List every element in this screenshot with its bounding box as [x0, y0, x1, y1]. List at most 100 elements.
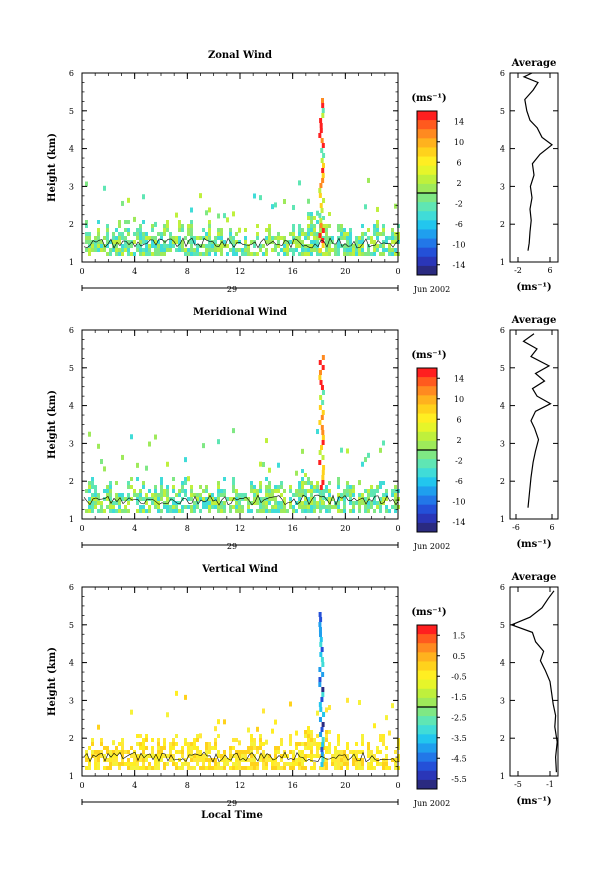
heatmap-cell	[217, 248, 220, 252]
x-tick-label: 20	[340, 781, 350, 790]
heatmap-cell	[223, 750, 226, 754]
heatmap-cell	[352, 252, 355, 256]
heatmap-cell	[202, 766, 205, 770]
heatmap-cell	[379, 750, 382, 754]
heatmap-cell	[295, 762, 298, 766]
heatmap-cell	[160, 485, 163, 489]
heatmap-cell	[292, 750, 295, 754]
heatmap-cell	[91, 742, 94, 746]
heatmap-cell	[379, 497, 382, 501]
heatmap-cell	[318, 450, 322, 455]
heatmap-cell	[139, 505, 142, 509]
heatmap-cell	[373, 240, 376, 244]
heatmap-cell	[295, 730, 298, 736]
heatmap-cell	[166, 493, 169, 497]
heatmap-cell	[190, 252, 193, 256]
heatmap-cell	[268, 467, 271, 473]
heatmap-cell	[325, 766, 328, 770]
average-y-tick-label: 4	[500, 402, 505, 411]
colorbar-swatch	[417, 404, 437, 414]
heatmap-cell	[145, 734, 148, 738]
heatmap-cell	[238, 766, 241, 770]
heatmap-cell	[256, 252, 259, 256]
colorbar-swatch	[417, 752, 437, 763]
heatmap-cell	[139, 509, 142, 513]
heatmap-cell	[241, 754, 244, 758]
heatmap-cell	[271, 204, 274, 210]
heatmap-cell	[235, 738, 238, 742]
heatmap-cell	[196, 497, 199, 501]
heatmap-cell	[320, 208, 324, 213]
heatmap-cell	[115, 252, 118, 256]
x-tick-label: 12	[235, 781, 245, 790]
heatmap-cell	[109, 762, 112, 766]
heatmap-cell	[320, 752, 324, 757]
heatmap-cell	[124, 497, 127, 501]
heatmap-cell	[322, 224, 325, 228]
heatmap-cell	[166, 754, 169, 758]
heatmap-cell	[295, 493, 298, 497]
heatmap-cell	[190, 766, 193, 770]
heatmap-cell	[244, 750, 247, 754]
heatmap-cell	[250, 738, 253, 742]
heatmap-cell	[199, 485, 202, 489]
heatmap-cell	[382, 766, 385, 770]
heatmap-cell	[382, 734, 385, 738]
heatmap-cell	[373, 228, 376, 232]
heatmap-cell	[376, 244, 379, 248]
heatmap-cell	[205, 232, 208, 236]
heatmap-cell	[376, 750, 379, 754]
heatmap-cell	[196, 754, 199, 758]
heatmap-cell	[139, 746, 142, 750]
heatmap-cell	[190, 509, 193, 513]
heatmap-cell	[100, 244, 103, 248]
day-label: 29	[227, 542, 237, 551]
heatmap-cell	[187, 248, 190, 252]
heatmap-cell	[337, 481, 340, 485]
heatmap-cell	[100, 501, 103, 505]
heatmap-cell	[313, 240, 316, 244]
heatmap-cell	[214, 505, 217, 509]
heatmap-cell	[190, 750, 193, 754]
heatmap-cell	[318, 612, 322, 617]
heatmap-cell	[235, 501, 238, 505]
heatmap-cell	[262, 252, 265, 256]
heatmap-cell	[307, 730, 310, 734]
heatmap-cell	[172, 742, 175, 746]
heatmap-cell	[217, 509, 220, 513]
heatmap-cell	[340, 497, 343, 501]
heatmap-cell	[187, 505, 190, 509]
heatmap-cell	[250, 489, 253, 493]
heatmap-cell	[256, 750, 259, 754]
heatmap-cell	[352, 244, 355, 248]
heatmap-cell	[196, 252, 199, 256]
heatmap-cell	[343, 493, 346, 497]
heatmap-cell	[325, 485, 328, 489]
heatmap-cell	[388, 509, 391, 513]
colorbar-swatch	[417, 761, 437, 772]
heatmap-cell	[94, 505, 97, 509]
heatmap-cell	[319, 766, 322, 770]
heatmap-cell	[178, 501, 181, 505]
colorbar-swatch	[417, 495, 437, 506]
heatmap-cell	[220, 228, 223, 232]
colorbar-swatch	[417, 202, 437, 212]
heatmap-cell	[160, 244, 163, 248]
heatmap-cell	[298, 481, 301, 485]
heatmap-cell	[226, 252, 229, 256]
heatmap-cell	[292, 493, 295, 497]
x-tick-label: 16	[288, 524, 298, 533]
heatmap-cell	[394, 497, 397, 501]
colorbar-tick-label: -3.5	[451, 734, 466, 743]
heatmap-cell	[331, 236, 334, 240]
heatmap-cell	[337, 252, 340, 256]
heatmap-cell	[238, 240, 241, 244]
heatmap-cell	[256, 224, 259, 228]
heatmap-cell	[232, 481, 235, 485]
heatmap-cell	[313, 766, 316, 770]
heatmap-cell	[157, 750, 160, 754]
colorbar-swatch	[417, 688, 437, 699]
heatmap-cell	[208, 252, 211, 256]
heatmap-cell	[328, 244, 331, 248]
heatmap-cell	[121, 493, 124, 497]
